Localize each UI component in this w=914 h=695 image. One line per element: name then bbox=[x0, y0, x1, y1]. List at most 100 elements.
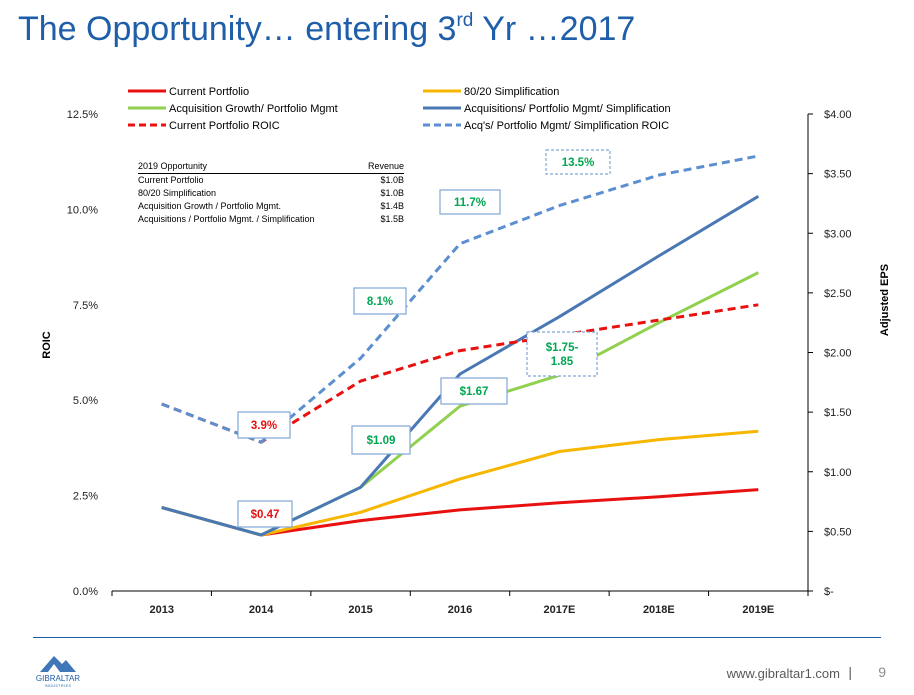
footer-url[interactable]: www.gibraltar1.com bbox=[726, 666, 840, 681]
opportunity-row-revenue: $1.4B bbox=[380, 201, 404, 211]
annotation-label-line: 13.5% bbox=[562, 157, 595, 169]
annotation-box: 3.9% bbox=[237, 411, 291, 439]
legend-item: Acq's/ Portfolio Mgmt/ Simplification RO… bbox=[423, 120, 669, 132]
footer-separator: | bbox=[848, 664, 852, 680]
right-axis-title: Adjusted EPS bbox=[879, 264, 891, 336]
series-line-3 bbox=[161, 195, 760, 537]
annotation-frame bbox=[237, 500, 293, 528]
legend-item: 80/20 Simplification bbox=[423, 86, 559, 98]
annotation-frame bbox=[237, 411, 291, 439]
left-y-tick-label: 10.0% bbox=[67, 204, 98, 216]
opportunity-table-row: Current Portfolio $1.0B bbox=[138, 174, 404, 187]
annotation-label: $1.75- 1.85 bbox=[546, 342, 579, 368]
left-y-tick-label: 0.0% bbox=[73, 586, 98, 598]
annotation-box: $0.47 bbox=[237, 500, 293, 528]
right-y-tick-label: $3.50 bbox=[824, 169, 852, 181]
x-tick-label: 2017E bbox=[544, 604, 576, 616]
left-y-tick-label: 7.5% bbox=[73, 300, 98, 312]
left-y-tick-label: 2.5% bbox=[73, 491, 98, 503]
annotation-label-line: 3.9% bbox=[251, 420, 277, 432]
legend-item: Acquisition Growth/ Portfolio Mgmt bbox=[128, 103, 338, 115]
annotation-label-line: 1.85 bbox=[551, 356, 574, 368]
legend-label: 80/20 Simplification bbox=[464, 86, 559, 98]
annotation-box: $1.09 bbox=[351, 425, 411, 455]
annotation-label: 8.1% bbox=[367, 296, 393, 308]
annotation-label-line: $1.75- bbox=[546, 342, 579, 354]
opportunity-row-label: Acquisition Growth / Portfolio Mgmt. bbox=[138, 201, 282, 211]
opportunity-table-header-label: 2019 Opportunity bbox=[138, 161, 208, 171]
title-superscript: rd bbox=[456, 10, 474, 31]
page-title: The Opportunity… entering 3rd Yr …2017 bbox=[18, 10, 635, 49]
legend-item: Acquisitions/ Portfolio Mgmt/ Simplifica… bbox=[423, 103, 671, 115]
annotation-label: 11.7% bbox=[454, 197, 486, 209]
footer-divider bbox=[33, 637, 881, 638]
right-y-tick-label: $1.00 bbox=[824, 467, 852, 479]
opportunity-row-revenue: $1.0B bbox=[380, 188, 404, 198]
title-main: The Opportunity… entering 3 bbox=[18, 10, 457, 48]
legend-label: Acquisition Growth/ Portfolio Mgmt bbox=[169, 103, 338, 115]
legend-label: Current Portfolio ROIC bbox=[169, 120, 280, 132]
x-tick-label: 2016 bbox=[448, 604, 472, 616]
opportunity-row-label: Acquisitions / Portfolio Mgmt. / Simplif… bbox=[138, 214, 315, 224]
annotation-label: 3.9% bbox=[251, 420, 277, 432]
right-y-tick-label: $1.50 bbox=[824, 407, 852, 419]
annotation-frame bbox=[351, 425, 411, 455]
left-y-tick-label: 12.5% bbox=[67, 109, 98, 121]
annotation-frame bbox=[353, 287, 407, 315]
annotation-label: $1.67 bbox=[460, 386, 489, 398]
annotation-label: $0.47 bbox=[251, 509, 280, 521]
annotation-label-line: $1.67 bbox=[460, 386, 489, 398]
opportunity-row-label: Current Portfolio bbox=[138, 175, 204, 185]
opportunity-row-label: 80/20 Simplification bbox=[138, 188, 217, 198]
opportunity-table: 2019 Opportunity Revenue Current Portfol… bbox=[138, 160, 404, 226]
x-tick-label: 2014 bbox=[249, 604, 274, 616]
chart-legend: Current Portfolio 80/20 Simplification Acq… bbox=[128, 86, 671, 132]
annotation-frame bbox=[439, 189, 501, 215]
x-tick-label: 2019E bbox=[742, 604, 774, 616]
annotation-label-line: 11.7% bbox=[454, 197, 486, 209]
opportunity-table-header-revenue: Revenue bbox=[367, 161, 404, 171]
logo-text: GIBRALTAR bbox=[36, 674, 80, 683]
x-tick-label: 2018E bbox=[643, 604, 675, 616]
opportunity-row-revenue: $1.5B bbox=[380, 214, 404, 224]
opportunity-table-row: Acquisition Growth / Portfolio Mgmt. $1.… bbox=[138, 200, 404, 213]
series-line-5 bbox=[161, 154, 759, 444]
gibraltar-logo: GIBRALTAR INDUSTRIES bbox=[36, 656, 80, 688]
annotation-box: 11.7% bbox=[439, 189, 501, 215]
annotation-frame bbox=[526, 331, 598, 377]
annotation-label-line: 8.1% bbox=[367, 296, 393, 308]
right-y-tick-label: $3.00 bbox=[824, 228, 852, 240]
x-tick-label: 2013 bbox=[149, 604, 173, 616]
annotation-box: $1.75- 1.85 bbox=[526, 331, 598, 377]
opportunity-table-row: Acquisitions / Portfolio Mgmt. / Simplif… bbox=[138, 213, 404, 226]
opportunity-table-header: 2019 Opportunity Revenue bbox=[138, 160, 404, 174]
annotation-box: 13.5% bbox=[545, 149, 611, 175]
logo-subtext: INDUSTRIES bbox=[45, 684, 72, 688]
left-axis-title: ROIC bbox=[41, 331, 53, 359]
annotation-box: $1.67 bbox=[440, 377, 508, 405]
annotation-label: $1.09 bbox=[367, 435, 396, 447]
right-y-tick-label: $0.50 bbox=[824, 526, 852, 538]
title-rest: Yr …2017 bbox=[473, 10, 636, 48]
legend-label: Current Portfolio bbox=[169, 86, 249, 98]
right-y-tick-label: $2.50 bbox=[824, 288, 852, 300]
right-y-tick-label: $4.00 bbox=[824, 109, 852, 121]
opportunity-row-revenue: $1.0B bbox=[380, 175, 404, 185]
annotation-label-line: $1.09 bbox=[367, 435, 396, 447]
legend-item: Current Portfolio bbox=[128, 86, 249, 98]
right-y-tick-label: $2.00 bbox=[824, 348, 852, 360]
annotation-box: 8.1% bbox=[353, 287, 407, 315]
legend-item: Current Portfolio ROIC bbox=[128, 120, 280, 132]
annotation-frame bbox=[545, 149, 611, 175]
x-tick-label: 2015 bbox=[348, 604, 372, 616]
legend-label: Acquisitions/ Portfolio Mgmt/ Simplifica… bbox=[464, 103, 671, 115]
legend-label: Acq's/ Portfolio Mgmt/ Simplification RO… bbox=[464, 120, 669, 132]
annotation-label-line: $0.47 bbox=[251, 509, 280, 521]
left-y-tick-label: 5.0% bbox=[73, 395, 98, 407]
opportunity-table-row: 80/20 Simplification $1.0B bbox=[138, 187, 404, 200]
page-number: 9 bbox=[878, 664, 886, 680]
right-y-tick-label: $- bbox=[824, 586, 834, 598]
annotation-frame bbox=[440, 377, 508, 405]
annotation-label: 13.5% bbox=[562, 157, 595, 169]
